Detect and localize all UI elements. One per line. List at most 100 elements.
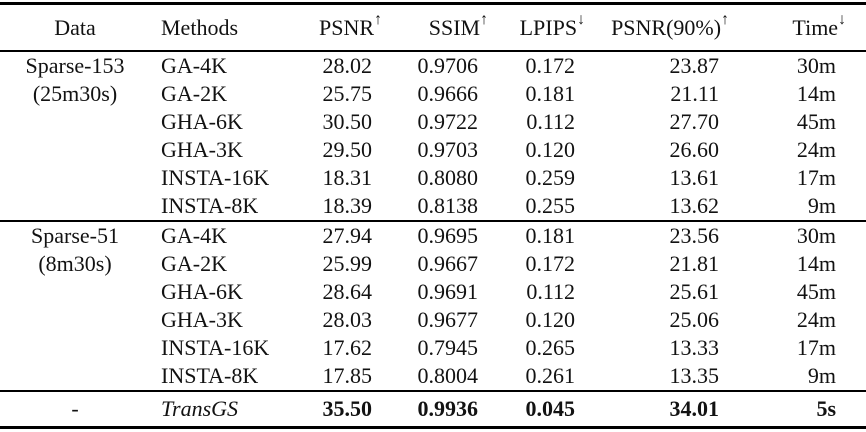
column-header-label: LPIPS — [519, 14, 578, 40]
lpips-cell: 0.259 — [525, 165, 576, 190]
psnr90-cell: 34.01 — [590, 390, 734, 428]
method-cell: INSTA-8K — [161, 363, 259, 388]
lpips-cell: 0.112 — [526, 279, 575, 304]
psnr-cell: 28.64 — [322, 279, 373, 304]
psnr-cell: 18.39 — [322, 193, 373, 218]
column-header-methods: Methods — [150, 3, 302, 52]
psnr90-cell: 23.87 — [669, 53, 720, 78]
column-header-label: Methods — [161, 14, 238, 40]
column-header-label: SSIM — [428, 14, 481, 40]
method-cell: GHA-6K — [161, 279, 243, 304]
column-header-label: PSNR(90%) — [611, 14, 722, 40]
psnr-cell: 25.99 — [322, 251, 373, 276]
time-cell: 17m — [796, 335, 836, 360]
table-body: Sparse-153 GA-4K 28.02 0.9706 0.172 23.8… — [0, 51, 866, 428]
psnr90-cell: 13.33 — [669, 335, 720, 360]
data-cell — [0, 192, 150, 221]
time-cell: 24m — [796, 137, 836, 162]
ssim-cell: 0.9691 — [417, 279, 479, 304]
psnr90-cell: 21.11 — [670, 81, 719, 106]
table-row-transgs: - TransGS 35.50 0.9936 0.045 34.01 5s — [0, 390, 866, 428]
psnr-cell: 17.62 — [322, 335, 373, 360]
lpips-cell: 0.265 — [525, 335, 576, 360]
data-cell: - — [0, 390, 150, 428]
ssim-cell: 0.9936 — [388, 390, 492, 428]
lpips-cell: 0.045 — [492, 390, 590, 428]
psnr90-cell: 13.35 — [669, 363, 720, 388]
psnr90-cell: 23.56 — [590, 220, 734, 250]
table-row: Sparse-153 GA-4K 28.02 0.9706 0.172 23.8… — [0, 51, 866, 80]
data-cell: Sparse-153 — [25, 53, 125, 78]
ssim-cell: 0.9703 — [417, 137, 479, 162]
data-cell — [0, 164, 150, 192]
ssim-cell: 0.8004 — [417, 363, 479, 388]
data-cell — [0, 136, 150, 164]
psnr-cell: 30.50 — [322, 109, 373, 134]
psnr90-cell: 13.62 — [669, 193, 720, 218]
up-arrow-icon: ↑ — [480, 11, 488, 29]
time-cell: 45m — [796, 279, 836, 304]
column-header-label: PSNR — [319, 14, 375, 40]
column-header-ssim: SSIM↑ — [388, 3, 492, 52]
time-cell: 45m — [796, 109, 836, 134]
lpips-cell: 0.261 — [525, 363, 576, 388]
lpips-cell: 0.255 — [525, 193, 576, 218]
lpips-cell: 0.172 — [525, 251, 576, 276]
method-cell: GHA-3K — [161, 137, 243, 162]
down-arrow-icon: ↓ — [838, 11, 846, 29]
column-header-psnr: PSNR↑ — [302, 3, 388, 52]
column-header-data: Data — [0, 3, 150, 52]
ssim-cell: 0.9722 — [417, 109, 479, 134]
method-cell: INSTA-16K — [161, 165, 270, 190]
table-row: GHA-6K 30.50 0.9722 0.112 27.70 45m — [0, 108, 866, 136]
column-header-lpips: LPIPS↓ — [492, 3, 590, 52]
table-row: INSTA-16K 18.31 0.8080 0.259 13.61 17m — [0, 164, 866, 192]
table-header: Data Methods PSNR↑ SSIM↑ LPIPS↓ PSNR(90%… — [0, 3, 866, 52]
table-row: INSTA-8K 18.39 0.8138 0.255 13.62 9m — [0, 192, 866, 221]
psnr-cell: 28.03 — [322, 307, 373, 332]
method-cell: GA-4K — [150, 220, 302, 250]
lpips-cell: 0.112 — [526, 109, 575, 134]
column-header-time: Time↓ — [734, 3, 866, 52]
column-header-label: Time — [792, 14, 839, 40]
ssim-cell: 0.9667 — [417, 251, 479, 276]
ssim-cell: 0.8080 — [417, 165, 479, 190]
time-cell: 14m — [796, 251, 836, 276]
ssim-cell: 0.9666 — [417, 81, 479, 106]
method-cell: GHA-3K — [161, 307, 243, 332]
down-arrow-icon: ↓ — [577, 11, 585, 29]
lpips-cell: 0.120 — [525, 307, 576, 332]
time-cell: 9m — [807, 363, 836, 388]
up-arrow-icon: ↑ — [721, 11, 729, 29]
time-cell: 30m — [796, 53, 836, 78]
psnr-cell: 17.85 — [322, 363, 373, 388]
method-cell: INSTA-16K — [161, 335, 270, 360]
psnr90-cell: 25.61 — [669, 279, 720, 304]
psnr90-cell: 26.60 — [669, 137, 720, 162]
table-row: GHA-6K 28.64 0.9691 0.112 25.61 45m — [0, 278, 866, 306]
method-cell: INSTA-8K — [161, 193, 259, 218]
table-row: (25m30s) GA-2K 25.75 0.9666 0.181 21.11 … — [0, 80, 866, 108]
method-cell: TransGS — [150, 390, 302, 428]
data-cell — [0, 306, 150, 334]
lpips-cell: 0.181 — [492, 220, 590, 250]
psnr-cell: 27.94 — [302, 220, 388, 250]
up-arrow-icon: ↑ — [374, 11, 382, 29]
method-cell: GA-2K — [161, 81, 227, 106]
lpips-cell: 0.181 — [525, 81, 576, 106]
ssim-cell: 0.9706 — [417, 53, 479, 78]
ssim-cell: 0.9677 — [417, 307, 479, 332]
psnr90-cell: 21.81 — [669, 251, 720, 276]
time-cell: 14m — [796, 81, 836, 106]
ssim-cell: 0.9695 — [388, 220, 492, 250]
column-header-psnr90: PSNR(90%)↑ — [590, 3, 734, 52]
table-row: GHA-3K 28.03 0.9677 0.120 25.06 24m — [0, 306, 866, 334]
method-cell: GA-4K — [161, 53, 227, 78]
psnr-cell: 18.31 — [322, 165, 373, 190]
time-cell: 17m — [796, 165, 836, 190]
table-row: INSTA-8K 17.85 0.8004 0.261 13.35 9m — [0, 362, 866, 391]
data-cell — [0, 108, 150, 136]
time-cell: 9m — [807, 193, 836, 218]
